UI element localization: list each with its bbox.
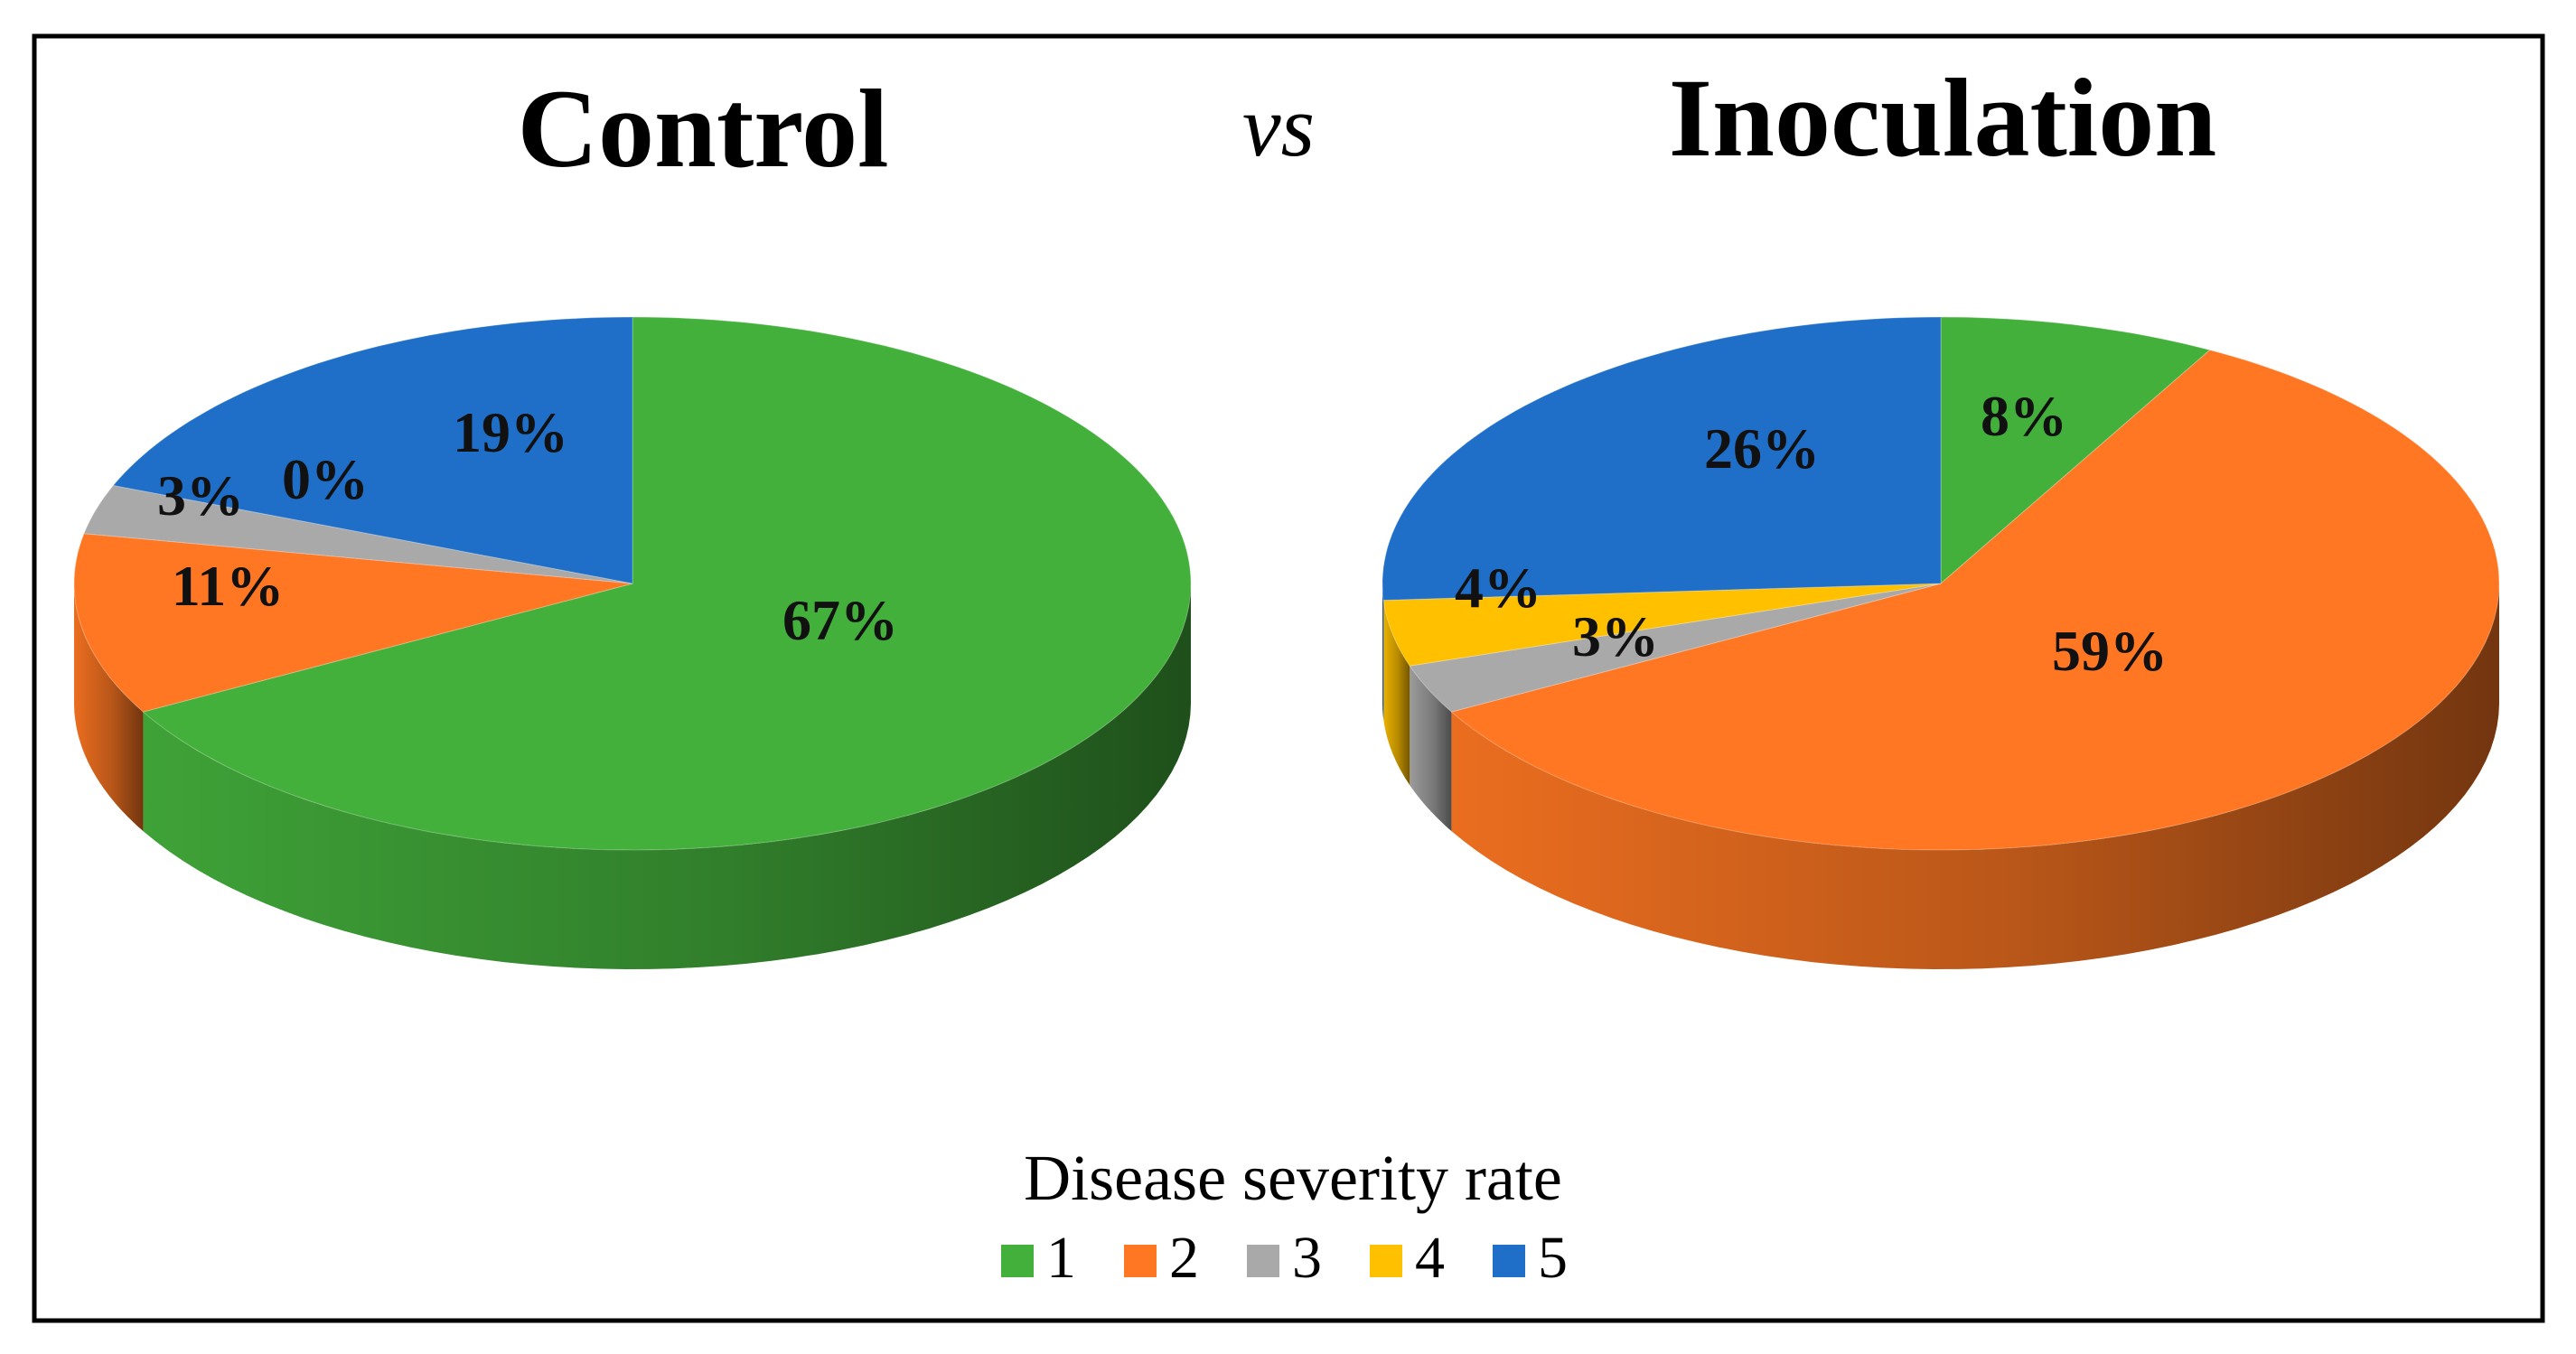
inoculation-slice-side-shade-5	[1382, 584, 1383, 720]
vs-label: vs	[1242, 78, 1315, 174]
control-data-label-4: 0%	[282, 447, 369, 511]
control-data-label-2: 11%	[172, 554, 284, 618]
legend-swatch-2	[1124, 1245, 1157, 1277]
control-pie-chart: 67% 11% 3% 0% 19%	[74, 317, 1191, 969]
inoculation-pie-top	[1382, 317, 2499, 850]
control-data-label-1: 67%	[782, 588, 898, 652]
legend-label-4: 4	[1415, 1225, 1445, 1291]
control-data-label-5: 19%	[453, 400, 568, 464]
inoculation-chart-title: Inoculation	[1669, 56, 2216, 180]
legend-label-5: 5	[1538, 1225, 1568, 1291]
inoculation-data-label-5: 26%	[1704, 416, 1820, 481]
figure: Control vs Inoculation 67% 11% 3% 0% 19% 8% 5…	[0, 0, 2576, 1354]
legend-label-1: 1	[1046, 1225, 1076, 1291]
legend: Disease severity rate 1 2 3 4 5	[1001, 1142, 1568, 1291]
legend-swatch-4	[1370, 1245, 1402, 1277]
legend-label-2: 2	[1169, 1225, 1199, 1291]
control-chart-title: Control	[517, 67, 888, 191]
inoculation-data-label-2: 59%	[2052, 619, 2168, 683]
legend-title: Disease severity rate	[1024, 1142, 1562, 1214]
legend-swatch-5	[1493, 1245, 1525, 1277]
legend-swatch-1	[1001, 1245, 1034, 1277]
inoculation-pie-chart: 8% 59% 3% 4% 26%	[1382, 317, 2499, 969]
inoculation-data-label-1: 8%	[1981, 384, 2067, 448]
legend-entries: 1 2 3 4 5	[1001, 1225, 1568, 1291]
legend-label-3: 3	[1292, 1225, 1322, 1291]
inoculation-data-label-3: 3%	[1572, 604, 1659, 668]
inoculation-data-label-4: 4%	[1455, 556, 1541, 620]
legend-swatch-3	[1247, 1245, 1279, 1277]
control-data-label-3: 3%	[157, 463, 244, 528]
